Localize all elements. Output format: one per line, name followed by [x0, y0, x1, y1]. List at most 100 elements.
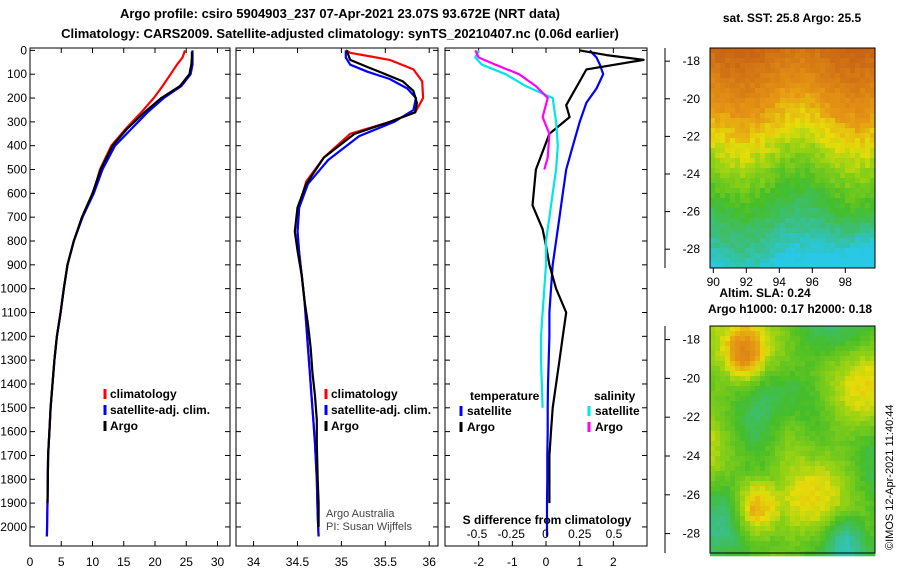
heat-cell	[765, 153, 771, 159]
heat-cell	[810, 356, 816, 362]
heat-cell	[825, 53, 831, 59]
heat-cell	[840, 526, 846, 532]
heat-cell	[745, 361, 751, 367]
heat-cell	[750, 456, 756, 462]
y-tick-label: 300	[7, 115, 27, 129]
heat-cell	[810, 411, 816, 417]
heat-cell	[730, 133, 736, 139]
heat-cell	[755, 158, 761, 164]
heat-cell	[720, 546, 726, 552]
heat-cell	[745, 143, 751, 149]
heat-cell	[735, 511, 741, 517]
heat-cell	[715, 326, 721, 332]
heat-cell	[750, 263, 756, 269]
heat-cell	[770, 396, 776, 402]
heat-cell	[830, 491, 836, 497]
heat-cell	[740, 243, 746, 249]
heat-cell	[725, 228, 731, 234]
heat-cell	[770, 376, 776, 382]
heat-cell	[775, 491, 781, 497]
heat-cell	[830, 356, 836, 362]
heat-cell	[810, 521, 816, 527]
heat-cell	[815, 406, 821, 412]
heat-cell	[845, 198, 851, 204]
heat-cell	[865, 108, 871, 114]
heat-cell	[865, 541, 871, 547]
heat-cell	[855, 491, 861, 497]
map-frame-1	[709, 47, 876, 269]
heat-cell	[785, 183, 791, 189]
heat-cell	[845, 446, 851, 452]
heat-cell	[790, 228, 796, 234]
heat-cell	[795, 421, 801, 427]
heat-cell	[780, 471, 786, 477]
heat-cell	[805, 411, 811, 417]
heat-cell	[805, 441, 811, 447]
heat-cell	[855, 391, 861, 397]
heat-cell	[840, 123, 846, 129]
heat-cell	[870, 426, 876, 432]
heat-cell	[785, 253, 791, 259]
heat-cell	[765, 481, 771, 487]
heat-cell	[860, 203, 866, 209]
heat-cell	[845, 63, 851, 69]
heat-cell	[745, 516, 751, 522]
heat-cell	[845, 113, 851, 119]
heat-cell	[860, 536, 866, 542]
heat-cell	[815, 436, 821, 442]
heat-cell	[815, 123, 821, 129]
heat-cell	[710, 193, 716, 199]
heat-cell	[805, 128, 811, 134]
x-tick-label: 0	[543, 555, 550, 569]
heat-cell	[820, 263, 826, 269]
heat-cell	[720, 461, 726, 467]
heat-cell	[710, 143, 716, 149]
heat-cell	[730, 183, 736, 189]
heat-cell	[710, 113, 716, 119]
heat-cell	[730, 351, 736, 357]
heat-cell	[760, 551, 766, 557]
heat-cell	[820, 103, 826, 109]
heat-cell	[840, 183, 846, 189]
heat-cell	[740, 411, 746, 417]
heat-cell	[710, 426, 716, 432]
heat-cell	[810, 506, 816, 512]
heat-cell	[770, 336, 776, 342]
heat-cell	[765, 213, 771, 219]
heat-cell	[750, 476, 756, 482]
heat-cell	[785, 153, 791, 159]
heat-cell	[740, 451, 746, 457]
heat-cell	[815, 198, 821, 204]
heat-cell	[830, 446, 836, 452]
heat-cell	[865, 203, 871, 209]
heat-cell	[790, 466, 796, 472]
x-tick-label: 25	[180, 555, 194, 569]
heat-cell	[800, 128, 806, 134]
heat-cell	[855, 168, 861, 174]
heat-cell	[780, 178, 786, 184]
heat-cell	[860, 143, 866, 149]
heat-cell	[795, 158, 801, 164]
heat-cell	[805, 461, 811, 467]
heat-cell	[790, 471, 796, 477]
heat-cell	[840, 263, 846, 269]
heat-cell	[840, 178, 846, 184]
heat-cell	[790, 248, 796, 254]
heat-cell	[770, 411, 776, 417]
heat-cell	[760, 188, 766, 194]
heat-cell	[815, 183, 821, 189]
heat-cell	[760, 371, 766, 377]
heat-cell	[855, 98, 861, 104]
heat-cell	[710, 213, 716, 219]
heat-cell	[865, 163, 871, 169]
heat-cell	[855, 88, 861, 94]
heat-cell	[775, 391, 781, 397]
heat-cell	[710, 128, 716, 134]
heat-cell	[735, 263, 741, 269]
heat-cell	[720, 123, 726, 129]
heat-cell	[805, 506, 811, 512]
heat-cell	[745, 233, 751, 239]
heat-cell	[775, 113, 781, 119]
heat-cell	[850, 451, 856, 457]
heat-cell	[850, 471, 856, 477]
